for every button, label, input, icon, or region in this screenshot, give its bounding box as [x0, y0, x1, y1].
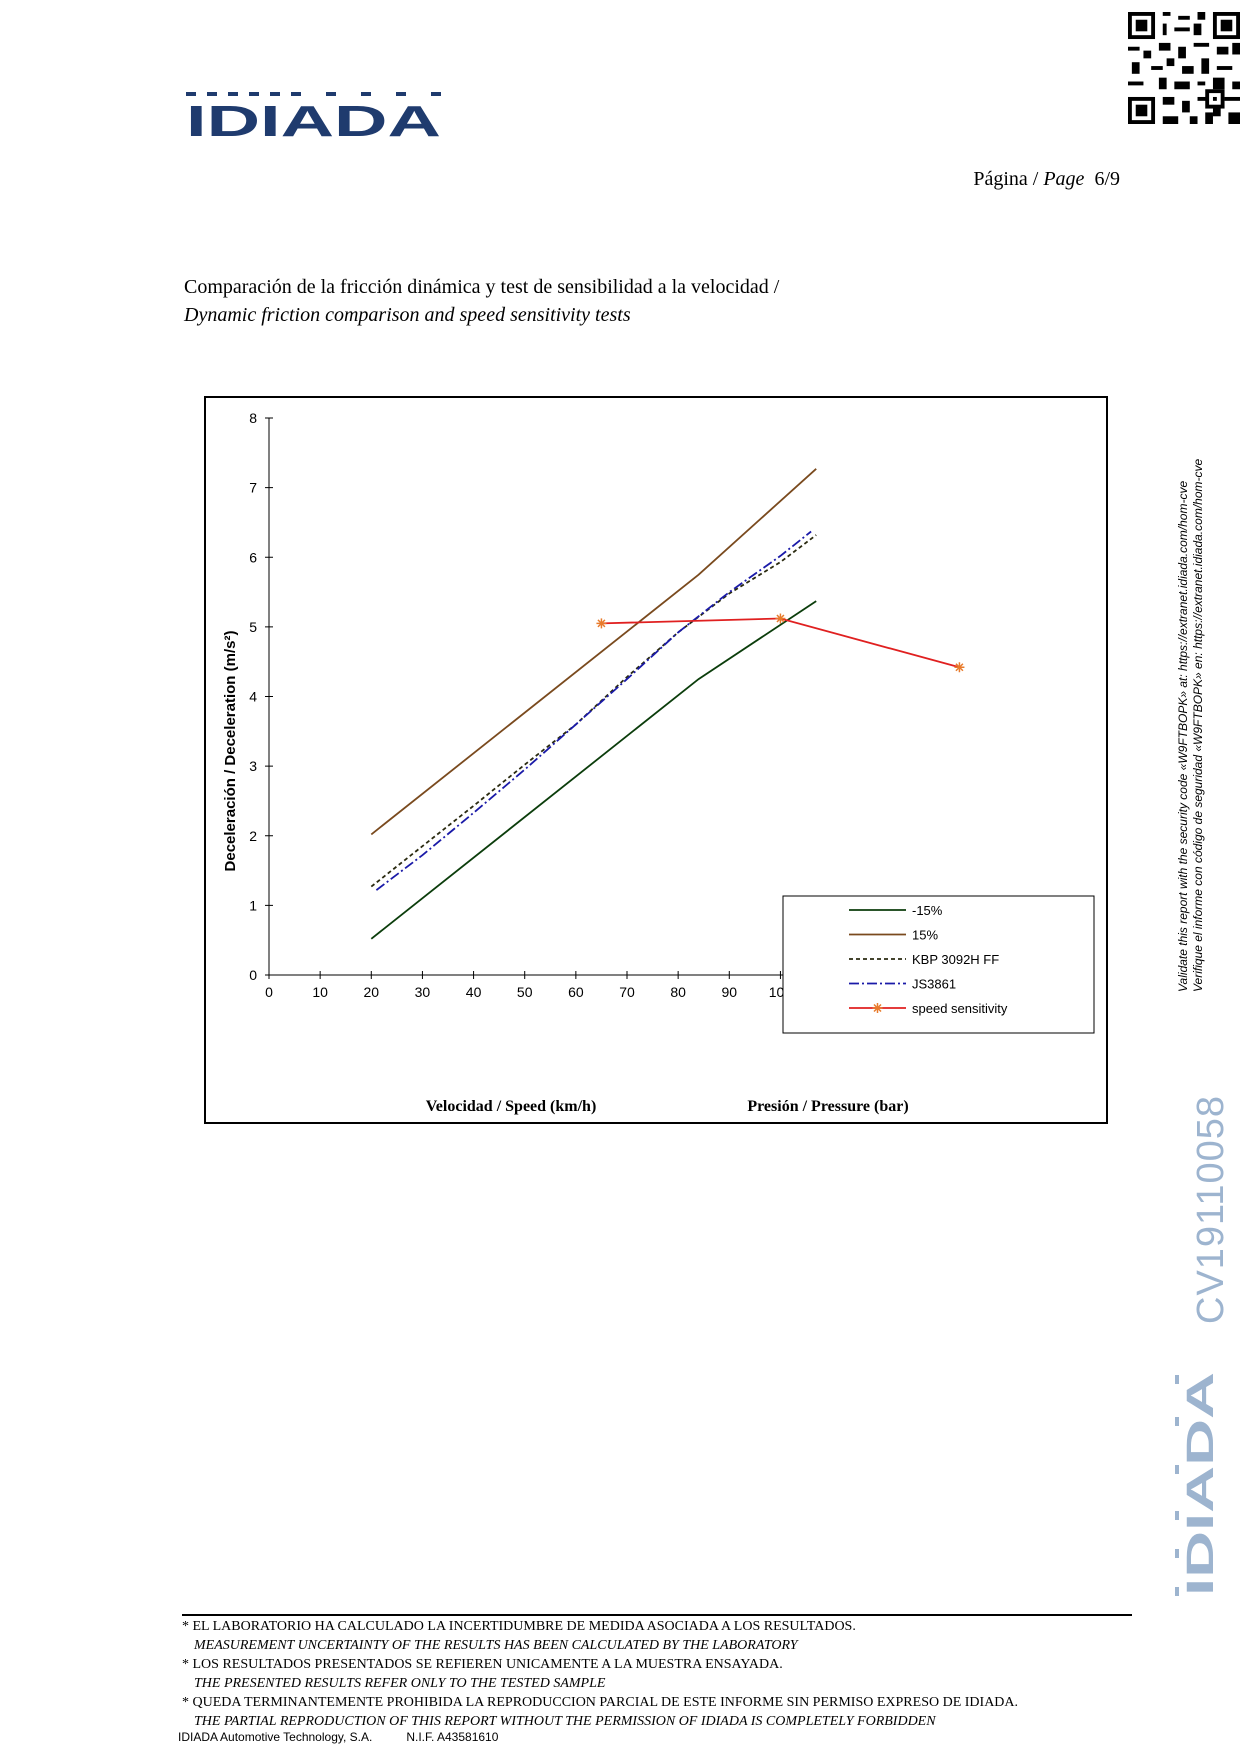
x-tick-label: 30 [415, 984, 431, 1000]
company-nif: N.I.F. A43581610 [406, 1730, 499, 1744]
chart-legend: -15% 15% KBP 3092H FF JS3861 speed sensitivi… [782, 895, 1095, 1034]
x-tick-label: 0 [265, 984, 273, 1000]
y-tick-label: 3 [249, 758, 257, 774]
legend-label: JS3861 [912, 977, 956, 992]
y-axis-label: Deceleración / Deceleration (m/s²) [222, 631, 239, 872]
footer-divider [182, 1614, 1132, 1616]
x-tick-label: 90 [721, 984, 737, 1000]
validation-line-en: Validate this report with the security c… [1176, 480, 1190, 992]
y-tick-label: 4 [249, 689, 257, 705]
y-tick-label: 0 [249, 967, 257, 983]
x-tick-label: 60 [568, 984, 584, 1000]
y-tick-label: 7 [249, 480, 257, 496]
x-tick-label: 70 [619, 984, 635, 1000]
legend-label: speed sensitivity [912, 1001, 1008, 1016]
y-tick-label: 5 [249, 619, 257, 635]
series-point [596, 618, 607, 629]
page-label-separator: / [1027, 168, 1044, 190]
page-number-label: Página / Page 6/9 [900, 168, 1120, 191]
idiada-logo: IDIADA [186, 92, 441, 138]
series-point [775, 613, 786, 624]
page-number: 6/9 [1094, 168, 1120, 190]
footer-note-en: THE PRESENTED RESULTS REFER ONLY TO THE … [194, 1676, 606, 1691]
chart: 0123456780102030405060708090100110120130… [222, 410, 1095, 1115]
series-line-3 [375, 530, 812, 891]
chart-frame: 0123456780102030405060708090100110120130… [204, 396, 1108, 1124]
validation-line-es: Verifique el informe con código de segur… [1191, 458, 1205, 992]
logo-text: IDIADA [186, 97, 441, 138]
x-tick-label: 50 [517, 984, 533, 1000]
x-tick-label: 10 [312, 984, 328, 1000]
series-line-0 [370, 600, 817, 940]
section-title-es: Comparación de la fricción dinámica y te… [184, 276, 780, 298]
series-line-2 [370, 534, 817, 888]
company-name: IDIADA Automotive Technology, S.A. [178, 1730, 373, 1744]
x-axis-label-speed: Velocidad / Speed (km/h) [426, 1098, 597, 1115]
x-tick-label: 40 [466, 984, 482, 1000]
report-code: CV19110058 [1190, 1094, 1232, 1324]
side-logo-text: IDIADA [1180, 1372, 1215, 1596]
footer-note-en: THE PARTIAL REPRODUCTION OF THIS REPORT … [194, 1714, 936, 1729]
legend-label: 15% [912, 928, 938, 943]
x-tick-label: 20 [363, 984, 379, 1000]
footer-note-en: MEASUREMENT UNCERTAINTY OF THE RESULTS H… [194, 1638, 798, 1653]
series-line-1 [370, 468, 817, 836]
y-tick-label: 8 [249, 410, 257, 426]
footer-notes: * EL LABORATORIO HA CALCULADO LA INCERTI… [182, 1617, 1142, 1731]
y-tick-label: 2 [249, 828, 257, 844]
footer-note-es: * EL LABORATORIO HA CALCULADO LA INCERTI… [182, 1619, 856, 1634]
section-title-en: Dynamic friction comparison and speed se… [184, 304, 631, 326]
company-line: IDIADA Automotive Technology, S.A. N.I.F.… [178, 1730, 498, 1744]
page-label-en: Page [1043, 168, 1085, 190]
footer-note-es: * LOS RESULTADOS PRESENTADOS SE REFIEREN… [182, 1657, 783, 1672]
x-tick-label: 80 [670, 984, 686, 1000]
series-point [954, 662, 965, 673]
footer-note-es: * QUEDA TERMINANTEMENTE PROHIBIDA LA REP… [182, 1695, 1019, 1710]
legend-label: KBP 3092H FF [912, 952, 999, 967]
y-tick-label: 6 [249, 549, 257, 565]
legend-marker [872, 1003, 883, 1013]
side-idiada-logo: IDIADA [1175, 1372, 1215, 1596]
x-axis-label-pressure: Presión / Pressure (bar) [747, 1098, 908, 1115]
y-tick-label: 1 [249, 897, 257, 913]
qr-code [1128, 12, 1240, 124]
page-label-es: Página [973, 168, 1028, 190]
validation-note: Validate this report with the security c… [1176, 432, 1206, 992]
legend-label: -15% [912, 903, 943, 918]
